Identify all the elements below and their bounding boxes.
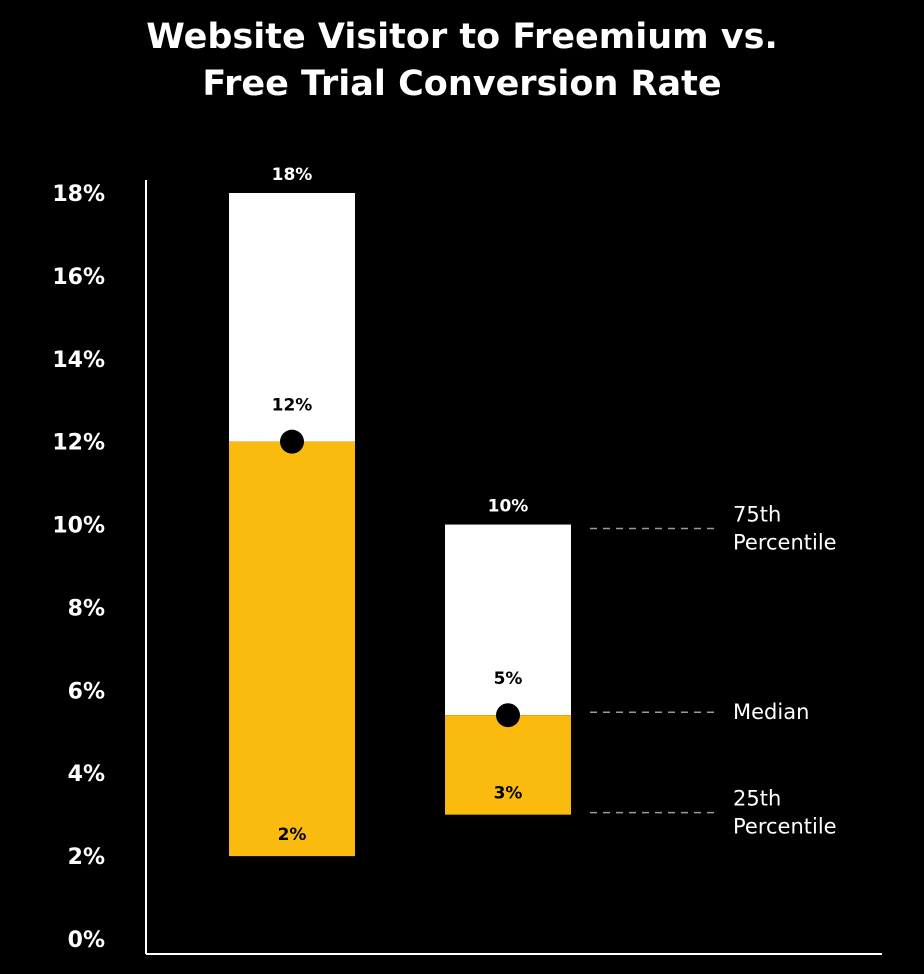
box-0-lower-section — [229, 441, 355, 857]
y-tick-label-6: 12% — [52, 431, 105, 456]
annotation-2-text-line-0: 25th — [733, 787, 781, 811]
box-1-median-label: 5% — [494, 669, 523, 689]
y-tick-label-8: 16% — [52, 265, 105, 290]
y-tick-label-3: 6% — [68, 679, 105, 704]
y-tick-label-1: 2% — [68, 845, 105, 870]
box-1-p75-label: 10% — [488, 497, 529, 517]
box-1-p25-label: 3% — [494, 784, 523, 804]
y-tick-label-9: 18% — [52, 182, 105, 207]
chart-title-line-2: Free Trial Conversion Rate — [202, 64, 722, 104]
box-1-lower-section — [445, 715, 571, 815]
y-tick-label-5: 10% — [52, 514, 105, 539]
annotation-0-text-line-1: Percentile — [733, 531, 837, 555]
box-0-upper-section — [229, 193, 355, 442]
box-1-upper-section — [445, 524, 571, 716]
annotation-0-text-line-0: 75th — [733, 503, 781, 527]
chart-title-line-1: Website Visitor to Freemium vs. — [146, 17, 778, 57]
box-0-p25-label: 2% — [278, 825, 307, 845]
annotation-2-text-line-1: Percentile — [733, 815, 837, 839]
y-tick-label-2: 4% — [68, 762, 105, 787]
box-0-p75-label: 18% — [272, 165, 313, 185]
y-tick-label-0: 0% — [68, 928, 105, 953]
y-tick-label-7: 14% — [52, 348, 105, 373]
box-0-median-marker — [280, 429, 304, 454]
annotation-1-text-line-0: Median — [733, 700, 809, 724]
chart-title: Website Visitor to Freemium vs. Free Tri… — [0, 14, 924, 108]
y-tick-label-4: 8% — [68, 596, 105, 621]
box-1-median-marker — [496, 703, 520, 728]
box-0-median-label: 12% — [272, 396, 313, 416]
